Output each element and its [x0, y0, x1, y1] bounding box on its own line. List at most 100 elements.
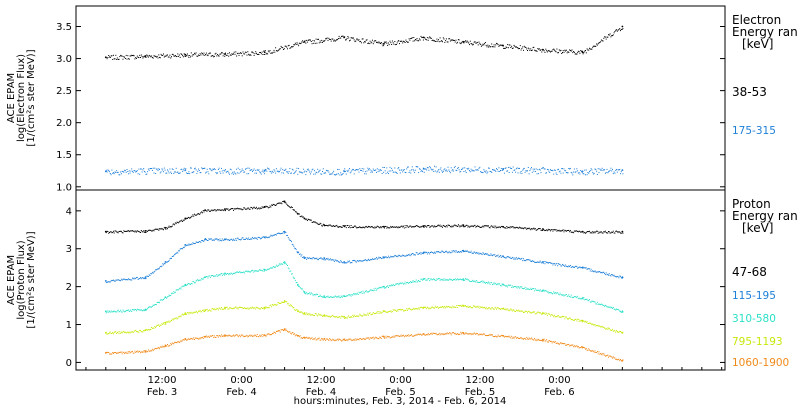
data-point: [324, 40, 326, 41]
data-point: [524, 259, 526, 261]
series-115-195: [104, 230, 624, 283]
data-point: [458, 225, 460, 227]
data-point: [325, 297, 327, 299]
data-point: [433, 332, 435, 334]
data-point: [134, 58, 136, 60]
data-point: [114, 230, 116, 232]
data-point: [372, 168, 374, 170]
data-point: [168, 294, 170, 296]
data-point: [178, 316, 180, 318]
data-point: [137, 56, 139, 58]
data-point: [615, 29, 617, 31]
data-point: [136, 170, 138, 172]
data-point: [573, 319, 575, 321]
data-point: [507, 256, 509, 258]
data-point: [254, 334, 256, 336]
data-point: [234, 272, 236, 274]
data-point: [437, 306, 439, 308]
data-point: [302, 313, 304, 315]
data-point: [141, 310, 143, 312]
data-point: [174, 317, 176, 319]
data-point: [591, 350, 593, 352]
data-point: [314, 294, 316, 296]
data-point: [113, 333, 114, 335]
data-point: [485, 306, 487, 308]
data-point: [585, 299, 587, 300]
data-point: [132, 55, 133, 56]
data-point: [466, 168, 468, 169]
data-point: [524, 286, 526, 288]
data-point: [339, 174, 341, 176]
data-point: [411, 335, 413, 337]
data-point: [354, 339, 356, 341]
data-point: [571, 49, 573, 51]
data-point: [253, 307, 255, 309]
data-point: [616, 276, 618, 277]
data-point: [155, 348, 157, 349]
data-point: [257, 307, 259, 309]
data-point: [300, 288, 302, 290]
data-point: [600, 326, 602, 328]
data-point: [267, 207, 269, 209]
data-point: [156, 229, 158, 230]
data-point: [229, 54, 231, 56]
data-point: [503, 308, 505, 310]
data-point: [250, 169, 252, 171]
data-point: [391, 44, 393, 45]
data-point: [190, 243, 192, 245]
data-point: [245, 270, 247, 272]
data-point: [284, 231, 286, 233]
data-point: [207, 310, 209, 312]
data-point: [488, 334, 489, 336]
data-point: [205, 309, 207, 311]
data-point: [570, 344, 572, 346]
data-point: [554, 169, 555, 171]
data-point: [393, 43, 395, 45]
data-point: [300, 216, 302, 218]
data-point: [241, 307, 243, 309]
data-point: [410, 334, 412, 336]
data-point: [276, 304, 278, 306]
data-point: [337, 261, 339, 263]
data-point: [374, 289, 376, 291]
data-point: [349, 168, 350, 170]
data-point: [349, 172, 351, 174]
data-point: [538, 228, 540, 229]
data-point: [245, 168, 247, 170]
data-point: [505, 308, 507, 310]
data-point: [258, 308, 260, 310]
data-point: [324, 297, 326, 298]
data-point: [604, 231, 606, 233]
data-point: [306, 337, 308, 339]
data-point: [480, 171, 482, 173]
data-point: [170, 226, 172, 227]
data-point: [486, 282, 488, 284]
data-point: [345, 295, 347, 297]
data-point: [106, 351, 108, 353]
data-point: [171, 320, 172, 322]
data-point: [376, 257, 377, 259]
data-point: [225, 335, 226, 337]
data-point: [531, 312, 532, 314]
data-point: [286, 46, 288, 48]
data-point: [562, 316, 564, 318]
data-point: [458, 251, 460, 253]
data-point: [329, 39, 331, 40]
data-point: [569, 345, 571, 347]
data-point: [454, 306, 456, 308]
data-point: [524, 338, 526, 340]
data-point: [283, 232, 285, 234]
data-point: [431, 225, 433, 227]
data-point: [452, 305, 454, 307]
data-point: [236, 307, 238, 309]
data-point: [591, 48, 593, 50]
data-point: [147, 55, 149, 57]
data-point: [562, 52, 563, 53]
data-point: [342, 225, 344, 227]
data-point: [134, 350, 136, 352]
data-point: [205, 276, 207, 278]
data-point: [375, 313, 377, 314]
data-point: [163, 56, 165, 58]
data-point: [420, 306, 422, 308]
data-point: [592, 231, 594, 233]
